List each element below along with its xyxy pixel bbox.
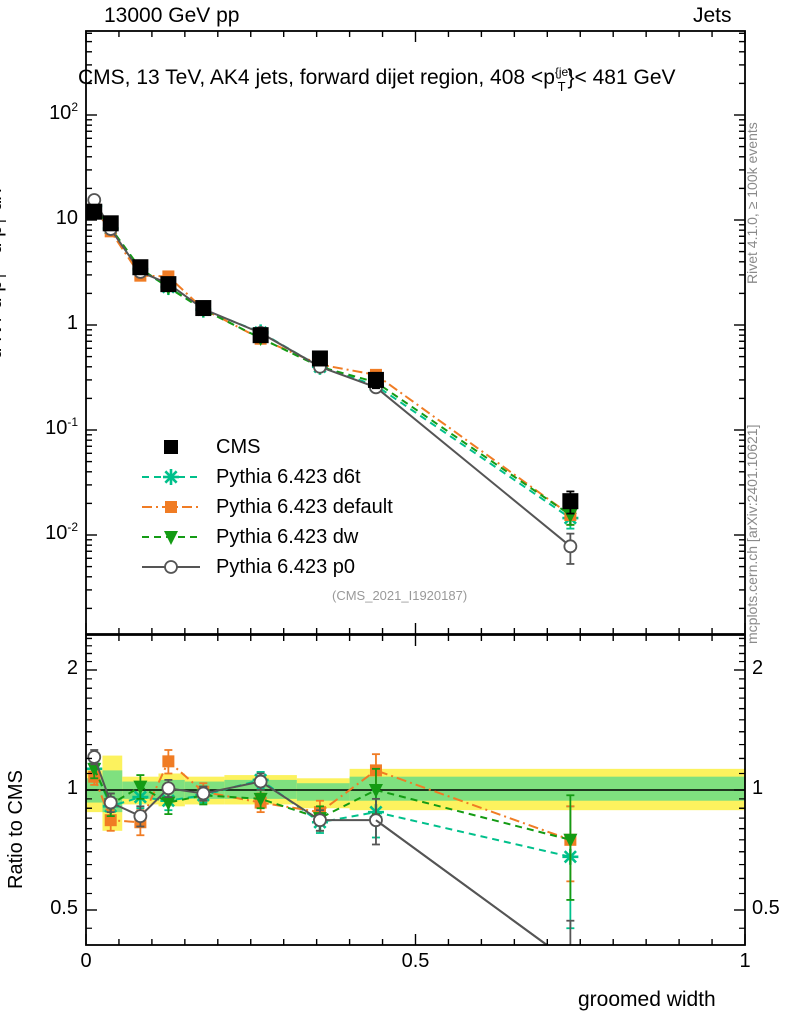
y-tick-main: 10 xyxy=(55,207,78,229)
legend-swatch-circle-open-icon xyxy=(142,560,200,574)
side-label-mcplots: mcplots.cern.ch [arXiv:2401.10621] xyxy=(744,424,760,644)
y-tick-ratio: 1 xyxy=(66,777,78,799)
y-tick-ratio: 2 xyxy=(752,657,764,679)
header-left: 13000 GeV pp xyxy=(104,4,240,27)
legend-swatch-triangle-down-icon xyxy=(142,531,200,545)
y-tick-main: 102 xyxy=(49,100,78,124)
legend-label: Pythia 6.423 dw xyxy=(216,525,359,548)
plot-title-main: CMS, 13 TeV, AK4 jets, forward dijet reg… xyxy=(78,66,555,89)
ratio-series-pythia-6-423-p0 xyxy=(87,749,575,945)
plot-title-sub: T xyxy=(557,79,566,94)
legend-item: CMS xyxy=(140,432,393,462)
plot-title-sup: {jet xyxy=(554,65,572,79)
legend-swatch-square-icon xyxy=(142,501,200,513)
x-tick: 0 xyxy=(80,950,92,972)
ratio-band-inner xyxy=(296,783,350,801)
legend-swatch-star-icon xyxy=(142,469,200,485)
x-tick: 0.5 xyxy=(401,950,430,972)
y-tick-ratio: 2 xyxy=(66,657,78,679)
plot-title: CMS, 13 TeV, AK4 jets, forward dijet reg… xyxy=(78,65,688,94)
legend-label: Pythia 6.423 default xyxy=(216,495,393,518)
legend-item: Pythia 6.423 d6t xyxy=(140,462,393,492)
legend-label: Pythia 6.423 d6t xyxy=(216,465,361,488)
y-tick-main: 1 xyxy=(66,312,78,334)
y-tick-main: 10-1 xyxy=(45,415,78,439)
legend-label: Pythia 6.423 p0 xyxy=(216,555,355,578)
main-series-cms xyxy=(86,203,579,515)
y-tick-ratio: 1 xyxy=(752,777,764,799)
side-label-rivet: Rivet 4.1.0, ≥ 100k events xyxy=(744,122,760,284)
header-right: Jets xyxy=(693,4,732,27)
ratio-p0-extension xyxy=(375,819,549,945)
legend-item: Pythia 6.423 p0 xyxy=(140,552,393,582)
legend-label: CMS xyxy=(216,435,261,458)
y-tick-ratio: 0.5 xyxy=(50,897,78,919)
y-tick-ratio: 0.5 xyxy=(752,897,780,919)
watermark: (CMS_2021_I1920187) xyxy=(332,588,468,603)
legend: CMS Pythia 6.423 d6t Pythia 6.423 default P… xyxy=(140,432,393,582)
y-tick-main: 10-2 xyxy=(45,520,78,544)
legend-item: Pythia 6.423 dw xyxy=(140,522,393,552)
legend-item: Pythia 6.423 default xyxy=(140,492,393,522)
x-tick: 1 xyxy=(739,950,751,972)
x-axis-label: groomed width xyxy=(578,988,716,1011)
legend-swatch-square-icon xyxy=(164,440,178,454)
ratio-band-inner xyxy=(349,776,745,801)
ratio-y-axis-label: Ratio to CMS xyxy=(5,770,27,889)
plot-title-tail: }< 481 GeV xyxy=(567,66,676,89)
